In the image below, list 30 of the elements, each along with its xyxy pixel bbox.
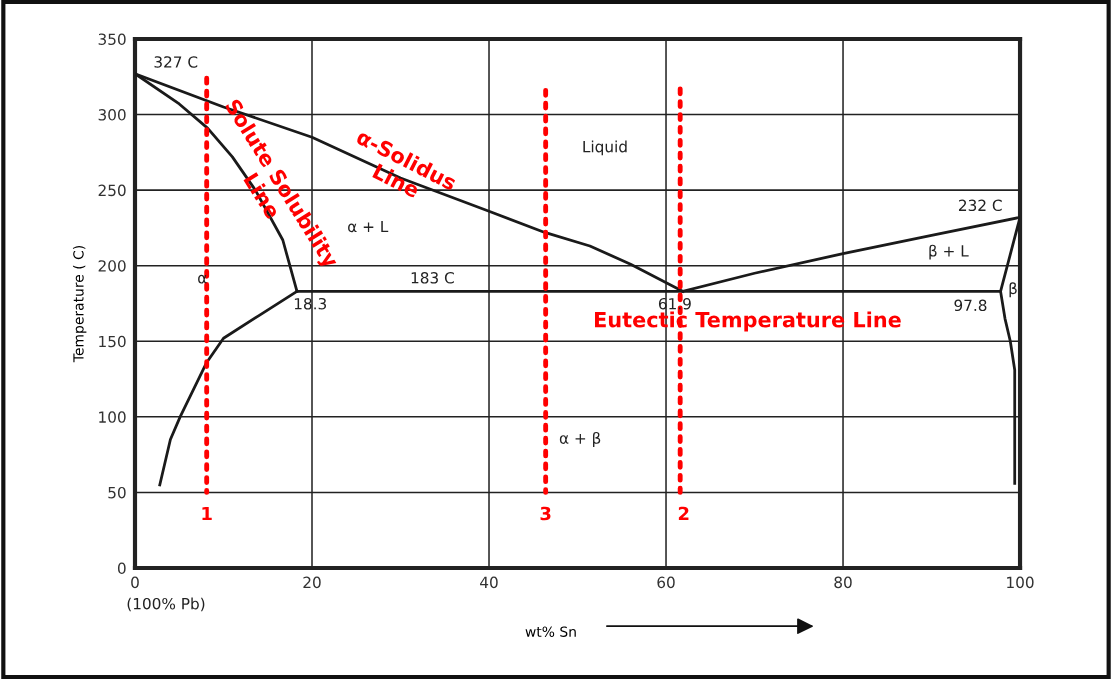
- annotation: β: [1009, 282, 1017, 298]
- y-axis-title: Temperature ( C): [72, 246, 87, 363]
- x-tick-label: 80: [834, 576, 852, 589]
- annotation: 3: [540, 506, 551, 521]
- y-tick-label: 150: [99, 335, 126, 348]
- annotation: 327 C: [154, 56, 198, 68]
- x-tick-label: 40: [480, 576, 498, 589]
- annotation: α: [198, 274, 207, 284]
- annotation: 1: [202, 506, 212, 521]
- annotation: Liquid: [583, 140, 627, 156]
- y-tick-label: 100: [99, 411, 126, 423]
- x-tick-label: 0: [131, 576, 139, 589]
- annotation: α + L: [348, 220, 389, 233]
- y-tick-label: 200: [98, 260, 126, 272]
- annotation: α + β: [559, 431, 601, 447]
- y-tick-label: 50: [108, 486, 126, 499]
- x-tick-label: 20: [303, 576, 321, 589]
- text: (100% Pb): [127, 597, 205, 612]
- y-tick-label: 0: [117, 562, 126, 575]
- y-tick-label: 250: [98, 184, 126, 197]
- x-tick-label: 100: [1007, 576, 1034, 589]
- x-axis-title: wt% Sn: [525, 626, 576, 637]
- annotation: 2: [678, 506, 689, 521]
- annotation: 183 C: [411, 272, 454, 284]
- y-tick-label: 300: [98, 109, 126, 121]
- x-tick-label: 60: [657, 576, 675, 589]
- annotation: 232 C: [958, 199, 1002, 212]
- annotation: 97.8: [954, 299, 987, 312]
- y-tick-label: 350: [98, 33, 126, 45]
- annotation: β + L: [929, 244, 969, 260]
